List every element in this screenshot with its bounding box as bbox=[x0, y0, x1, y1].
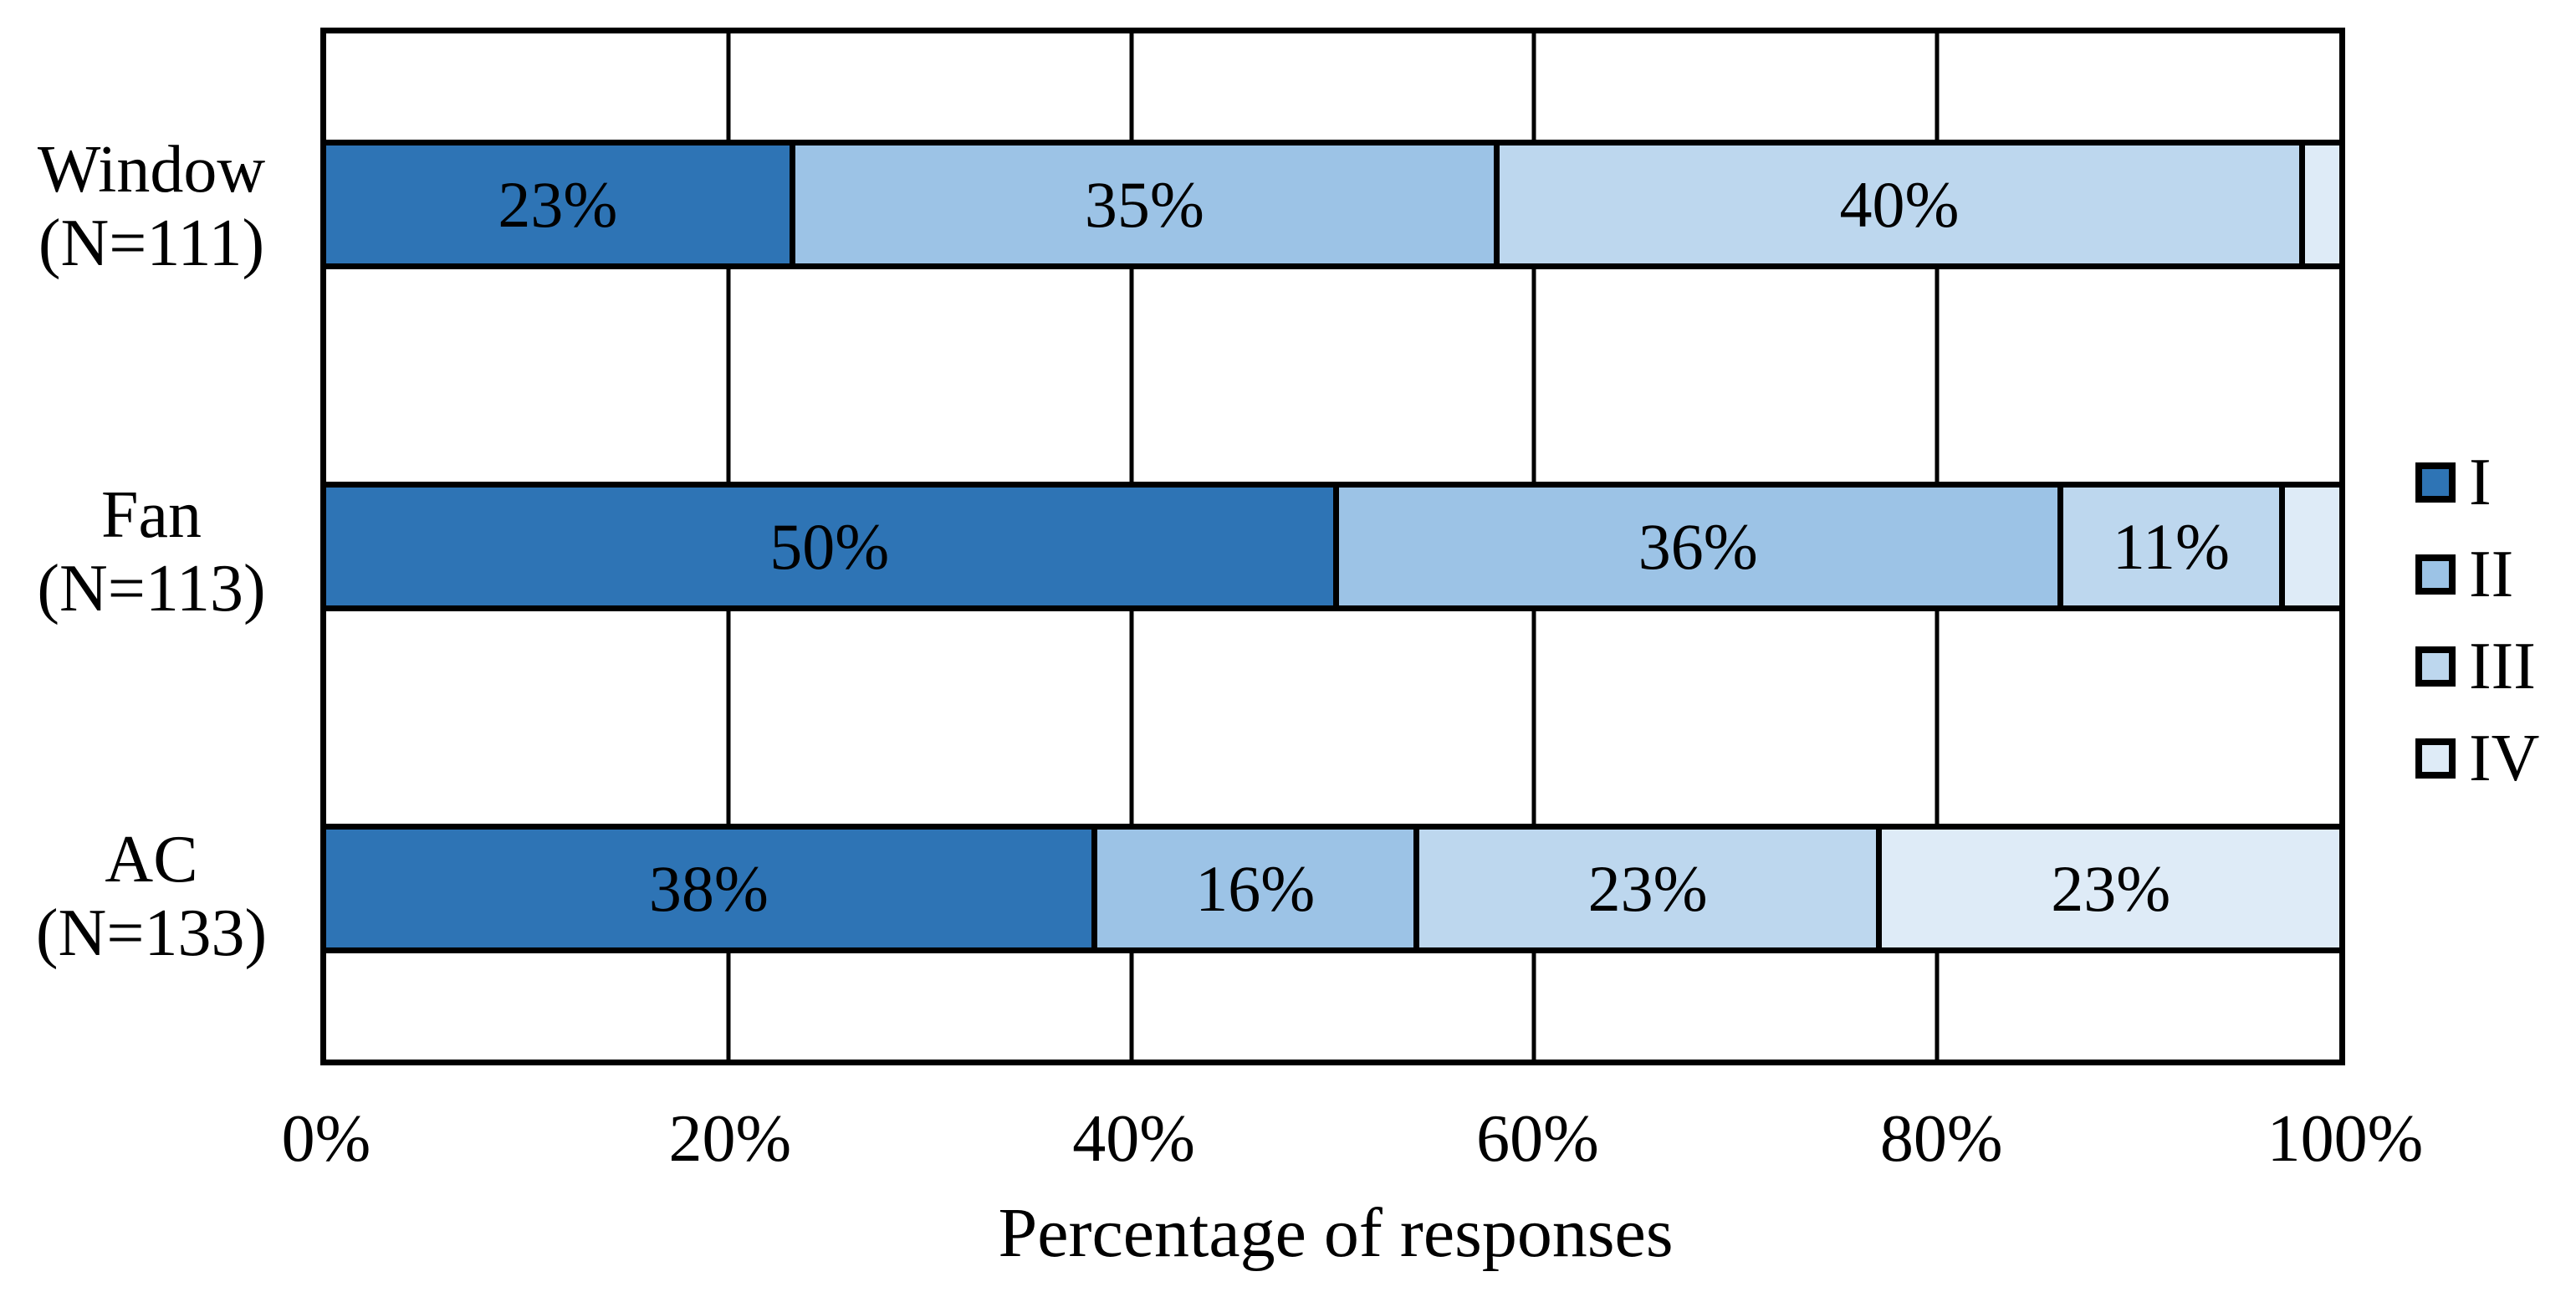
x-tick-label: 60% bbox=[1476, 1102, 1599, 1176]
legend-swatch bbox=[2415, 738, 2456, 779]
plot-area: 23% 35% 40% 50% 36% 11% 38% 16% 23% 23% bbox=[320, 28, 2345, 1065]
legend-swatch bbox=[2415, 554, 2456, 595]
x-tick-label: 40% bbox=[1072, 1102, 1195, 1176]
bar-segment: 23% bbox=[1876, 830, 2339, 947]
bar-segment-label: 11% bbox=[2112, 509, 2230, 583]
bar-segment-label: 35% bbox=[1084, 167, 1204, 241]
plot-inner-area: 23% 35% 40% 50% 36% 11% 38% 16% 23% 23% bbox=[320, 33, 2345, 1060]
bar-segment: 40% bbox=[1494, 146, 2299, 263]
legend-label: I bbox=[2469, 446, 2492, 519]
bar-segment-label: 23% bbox=[1587, 851, 1708, 925]
x-tick-label: 80% bbox=[1879, 1102, 2003, 1176]
legend-label: IV bbox=[2469, 722, 2540, 795]
bar-segment: 16% bbox=[1091, 830, 1413, 947]
category-label-line: Window bbox=[37, 133, 266, 207]
bar-segment: 36% bbox=[1332, 488, 2058, 605]
x-axis-title: Percentage of responses bbox=[998, 1194, 1674, 1272]
bar-segment-label: 36% bbox=[1638, 509, 1758, 583]
category-label-line: (N=133) bbox=[35, 896, 268, 970]
x-tick-label: 0% bbox=[281, 1102, 371, 1176]
category-label-line: (N=113) bbox=[37, 552, 266, 626]
category-label-line: AC bbox=[105, 823, 198, 896]
legend-label: III bbox=[2469, 630, 2536, 703]
legend-item: I bbox=[2415, 449, 2539, 516]
x-tick-label: 100% bbox=[2267, 1102, 2424, 1176]
bar-segment: 35% bbox=[789, 146, 1495, 263]
bar-row: 23% 35% 40% bbox=[320, 140, 2345, 269]
category-label: Fan (N=113) bbox=[0, 478, 303, 626]
legend-item: III bbox=[2415, 633, 2539, 700]
x-axis-tick-band: 0% 20% 40% 60% 80% 100% bbox=[282, 1097, 2424, 1181]
category-label: AC (N=133) bbox=[0, 823, 303, 970]
category-label-line: Fan bbox=[101, 478, 202, 552]
bar-segment-label: 40% bbox=[1839, 167, 1960, 241]
bar-segment: 11% bbox=[2057, 488, 2279, 605]
bar-row: 38% 16% 23% 23% bbox=[320, 824, 2345, 953]
category-label: Window (N=111) bbox=[0, 133, 303, 280]
legend-swatch bbox=[2415, 462, 2456, 503]
bar-segment: 23% bbox=[1413, 830, 1877, 947]
bar-segment bbox=[2298, 146, 2339, 263]
bar-segment: 50% bbox=[326, 488, 1333, 605]
legend: I II III IV bbox=[2415, 449, 2539, 817]
legend-item: II bbox=[2415, 541, 2539, 608]
bar-segment bbox=[2278, 488, 2339, 605]
bar-row: 50% 36% 11% bbox=[320, 482, 2345, 611]
bar-segment-label: 23% bbox=[2051, 851, 2171, 925]
bar-segment-label: 50% bbox=[769, 509, 890, 583]
bar-segment-label: 16% bbox=[1195, 851, 1316, 925]
bar-segment: 38% bbox=[326, 830, 1091, 947]
x-tick-label: 20% bbox=[668, 1102, 792, 1176]
legend-label: II bbox=[2469, 538, 2514, 611]
bar-segment-label: 23% bbox=[498, 167, 618, 241]
legend-swatch bbox=[2415, 646, 2456, 687]
bar-segment-label: 38% bbox=[648, 851, 769, 925]
category-label-line: (N=111) bbox=[38, 207, 265, 280]
bar-segment: 23% bbox=[326, 146, 790, 263]
legend-item: IV bbox=[2415, 725, 2539, 792]
